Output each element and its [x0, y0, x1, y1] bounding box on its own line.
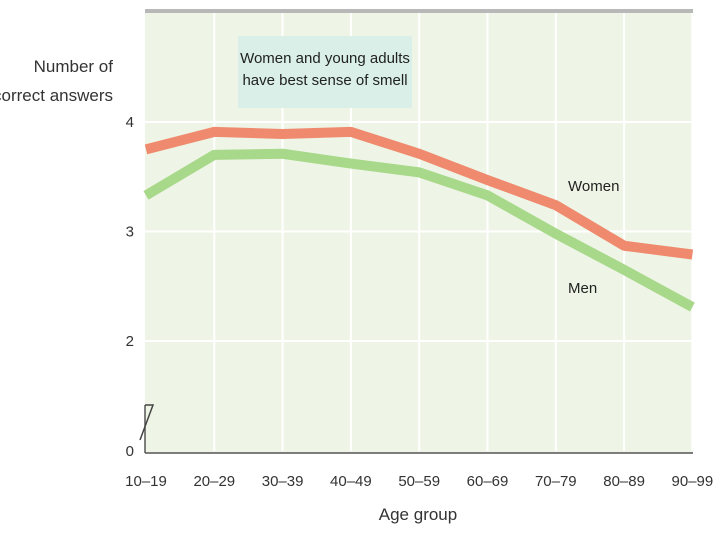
plot-top-border	[145, 9, 693, 13]
annotation-box: Women and young adults have best sense o…	[238, 36, 412, 108]
y-axis: 0 2 3 4	[126, 114, 155, 460]
axis-break-mark	[139, 404, 155, 441]
series-line-women	[144, 126, 694, 260]
annotation-line-1: Women and young adults	[240, 50, 410, 67]
y-axis-title-line-1: Number of	[34, 57, 114, 76]
y-tick-label: 2	[126, 333, 134, 350]
x-axis-title: Age group	[379, 505, 457, 524]
series-label-men: Men	[568, 280, 597, 297]
series-lines	[143, 126, 695, 312]
x-tick-label: 30–39	[262, 473, 304, 490]
series-label-women: Women	[568, 178, 619, 195]
x-tick-label: 60–69	[467, 473, 509, 490]
y-tick-label: 0	[126, 443, 134, 460]
y-tick-label: 4	[126, 114, 134, 131]
x-tick-label: 80–89	[603, 473, 645, 490]
x-tick-label: 10–19	[125, 473, 167, 490]
x-tick-label: 20–29	[193, 473, 235, 490]
x-tick-label: 90–99	[672, 473, 714, 490]
annotation-line-2: have best sense of smell	[242, 72, 407, 89]
x-tick-labels: 10–19 20–29 30–39 40–49 50–59 60–69 70–79 80–89…	[125, 452, 714, 490]
y-axis-title-line-2: correct answers	[0, 86, 113, 105]
y-tick-label: 3	[126, 224, 134, 241]
x-tick-label: 70–79	[535, 473, 577, 490]
series-line-men	[143, 148, 695, 312]
x-tick-label: 40–49	[330, 473, 372, 490]
x-tick-label: 50–59	[398, 473, 440, 490]
y-axis-title: Number of correct answers	[0, 57, 113, 105]
